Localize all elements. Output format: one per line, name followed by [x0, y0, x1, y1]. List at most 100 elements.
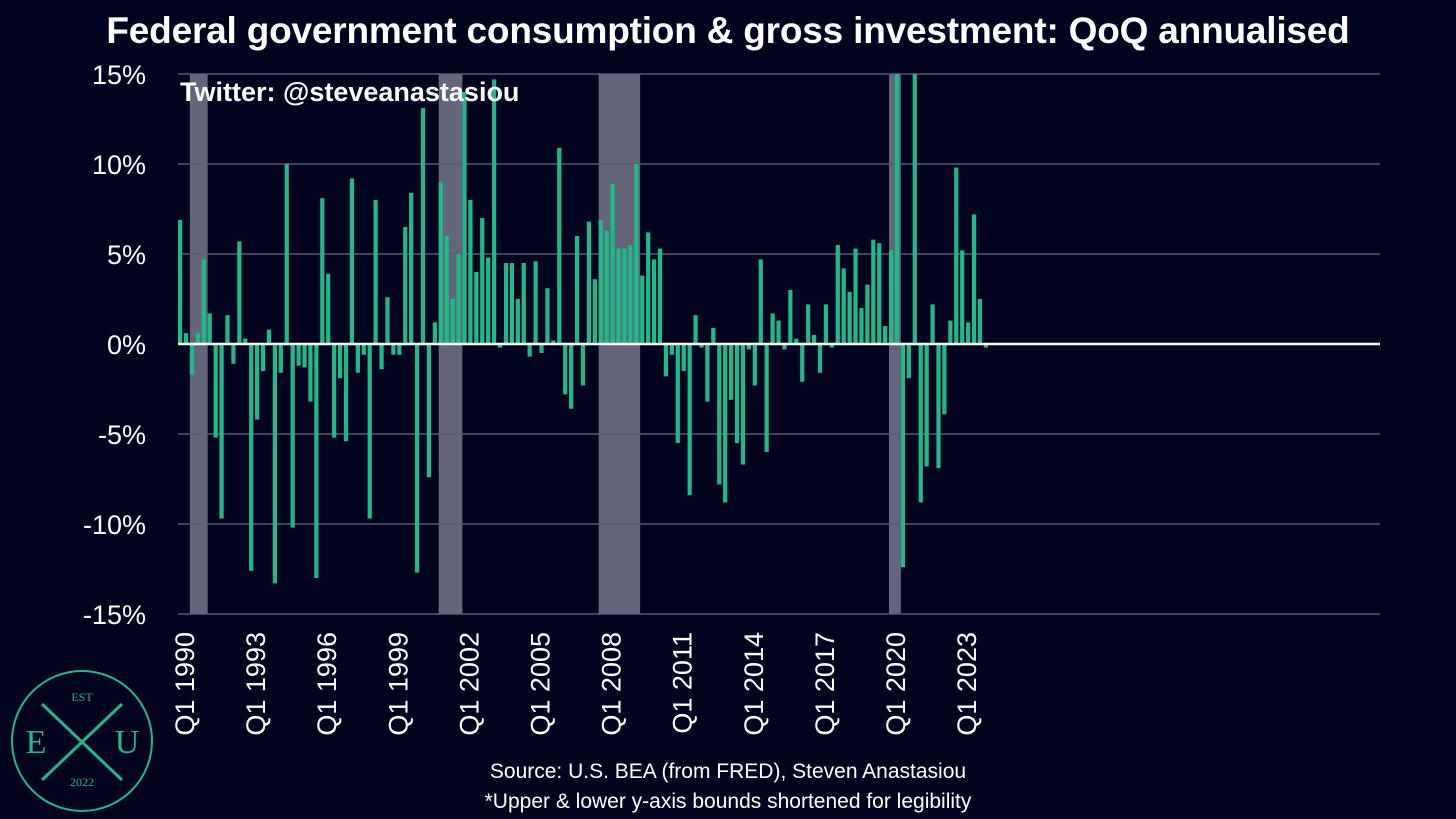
bar	[586, 221, 592, 344]
bar	[936, 344, 941, 469]
bar	[918, 344, 923, 503]
bar	[468, 200, 473, 344]
x-tick-label: Q1 2017	[810, 632, 840, 736]
bar	[260, 344, 266, 371]
bar	[977, 299, 983, 344]
bar	[201, 259, 206, 344]
logo-letter-u: U	[115, 724, 140, 761]
bar	[284, 164, 289, 344]
bar	[474, 272, 479, 344]
bar	[734, 344, 740, 443]
bar	[634, 164, 639, 344]
bar	[195, 333, 200, 344]
bar	[966, 322, 971, 344]
logo-year: 2022	[70, 775, 94, 789]
bar	[693, 315, 698, 344]
x-tick-label: Q1 1996	[312, 632, 342, 736]
bar	[213, 344, 218, 438]
y-tick-label: -15%	[83, 600, 146, 630]
bar	[889, 250, 894, 344]
bar	[598, 219, 603, 344]
x-tick-label: Q1 2005	[526, 632, 556, 736]
bar	[580, 344, 586, 386]
bar	[646, 232, 651, 344]
bar	[509, 263, 514, 344]
bar	[711, 327, 716, 344]
bar	[823, 304, 829, 344]
x-tick-label: Q1 2020	[881, 632, 911, 736]
bar	[391, 344, 396, 355]
chart-title: Federal government consumption & gross i…	[106, 10, 1350, 51]
x-tick-label: Q1 1993	[241, 632, 271, 736]
y-tick-label: 10%	[92, 150, 146, 180]
bar	[960, 250, 965, 344]
bar	[563, 344, 568, 395]
bar	[569, 344, 574, 409]
bar	[314, 344, 319, 578]
bar	[841, 268, 846, 344]
gridlines	[178, 73, 1380, 615]
bar	[669, 344, 674, 355]
note-line: *Upper & lower y-axis bounds shortened f…	[484, 790, 972, 813]
x-tick-label: Q1 1999	[383, 632, 413, 736]
bar	[420, 108, 426, 344]
bar	[367, 344, 372, 519]
bar	[859, 308, 864, 344]
bar	[326, 273, 331, 344]
bar	[622, 248, 627, 344]
bar	[539, 344, 544, 353]
bar	[272, 344, 277, 584]
bar	[332, 344, 337, 438]
bar	[681, 344, 686, 371]
bar	[687, 344, 692, 496]
logo-letter-e: E	[26, 724, 47, 761]
bar	[533, 261, 538, 344]
bar	[628, 245, 633, 344]
bar	[717, 344, 722, 485]
bar	[817, 344, 823, 373]
bar	[983, 344, 988, 348]
bar	[699, 344, 704, 348]
bar	[237, 241, 242, 344]
bar	[776, 320, 781, 344]
bar	[900, 344, 906, 568]
bar	[871, 239, 876, 344]
bar	[355, 344, 360, 373]
watermark: Twitter: @steveanastasiou	[180, 77, 519, 107]
bar	[971, 214, 977, 344]
bar	[829, 344, 834, 348]
bar	[942, 344, 947, 415]
bar	[788, 290, 793, 344]
y-tick-label: -10%	[83, 510, 146, 540]
bar	[397, 344, 402, 355]
bar	[207, 313, 212, 344]
bar	[337, 344, 343, 379]
bar	[296, 344, 301, 366]
logo-x-stroke-b	[40, 702, 124, 782]
bar	[249, 344, 254, 571]
bar-series	[178, 74, 988, 584]
exu-logo: EST E U 2022	[11, 670, 153, 812]
bar	[865, 284, 870, 344]
bar	[349, 178, 355, 344]
bar	[675, 344, 680, 443]
bar	[948, 320, 953, 344]
bar	[705, 344, 710, 402]
bar	[278, 344, 283, 373]
bar	[462, 92, 467, 344]
bar	[657, 248, 663, 344]
bar	[924, 344, 929, 467]
bar	[361, 344, 366, 355]
bar	[308, 344, 313, 402]
bar	[894, 74, 900, 344]
bar	[492, 79, 497, 345]
bar	[290, 344, 295, 528]
bar	[266, 329, 272, 344]
bar	[729, 344, 734, 400]
bar	[444, 236, 449, 344]
bar	[604, 230, 609, 344]
bar	[219, 344, 224, 519]
bar	[409, 192, 414, 344]
bar	[183, 333, 189, 344]
